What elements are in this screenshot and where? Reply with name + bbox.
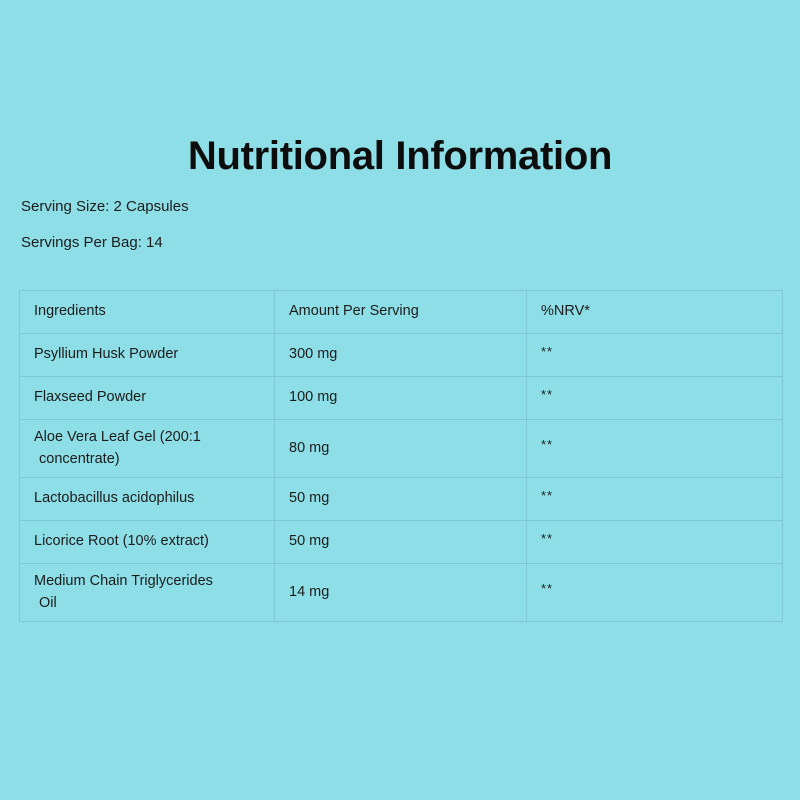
table-row: Flaxseed Powder 100 mg ** <box>19 376 783 420</box>
amount-value: 50 mg <box>289 490 330 507</box>
cell-amount: 100 mg <box>274 376 527 420</box>
nrv-value: ** <box>541 581 554 597</box>
nutrition-table: Ingredients Amount Per Serving %NRV* Psy… <box>19 290 783 622</box>
amount-value: 14 mg <box>289 583 330 600</box>
table-row: Lactobacillus acidophilus 50 mg ** <box>19 477 783 521</box>
cell-ingredient: Flaxseed Powder <box>19 376 275 420</box>
amount-value: 300 mg <box>289 346 338 363</box>
table-body: Psyllium Husk Powder 300 mg ** Flaxseed … <box>19 333 783 622</box>
nrv-value: ** <box>541 343 554 359</box>
nrv-value: ** <box>541 386 554 402</box>
ingredient-name: Lactobacillus acidophilus <box>34 490 195 507</box>
cell-ingredient: Psyllium Husk Powder <box>19 333 275 377</box>
cell-ingredient: Aloe Vera Leaf Gel (200:1 concentrate) <box>19 419 275 478</box>
page-title: Nutritional Information <box>187 134 613 178</box>
cell-nrv: ** <box>526 376 783 420</box>
table-row: Aloe Vera Leaf Gel (200:1 concentrate) 8… <box>19 419 783 478</box>
column-header-ingredients-label: Ingredients <box>34 303 106 320</box>
cell-nrv: ** <box>526 563 783 622</box>
cell-amount: 80 mg <box>274 419 527 478</box>
cell-amount: 50 mg <box>274 520 527 564</box>
amount-value: 80 mg <box>289 439 330 456</box>
ingredient-name: Aloe Vera Leaf Gel (200:1 <box>34 429 201 446</box>
ingredient-name: Licorice Root (10% extract) <box>34 533 209 550</box>
cell-amount: 14 mg <box>274 563 527 622</box>
ingredient-name: Psyllium Husk Powder <box>34 346 179 363</box>
column-header-amount: Amount Per Serving <box>274 290 527 334</box>
table-row: Psyllium Husk Powder 300 mg ** <box>19 333 783 377</box>
column-header-amount-label: Amount Per Serving <box>289 303 419 320</box>
cell-nrv: ** <box>526 520 783 564</box>
cell-nrv: ** <box>526 333 783 377</box>
cell-nrv: ** <box>526 419 783 478</box>
table-header-row: Ingredients Amount Per Serving %NRV* <box>19 290 783 334</box>
table-row: Licorice Root (10% extract) 50 mg ** <box>19 520 783 564</box>
ingredient-name: Medium Chain Triglycerides <box>34 573 213 590</box>
cell-ingredient: Lactobacillus acidophilus <box>19 477 275 521</box>
column-header-nrv-label: %NRV* <box>541 303 590 320</box>
amount-value: 50 mg <box>289 533 330 550</box>
nrv-value: ** <box>541 530 554 546</box>
ingredient-name-line2: Oil <box>39 594 57 611</box>
nrv-value: ** <box>541 437 554 453</box>
servings-per-bag-line: Servings Per Bag: 14 <box>21 233 163 251</box>
cell-nrv: ** <box>526 477 783 521</box>
cell-ingredient: Medium Chain Triglycerides Oil <box>19 563 275 622</box>
column-header-nrv: %NRV* <box>526 290 783 334</box>
amount-value: 100 mg <box>289 389 338 406</box>
ingredient-name-line2: concentrate) <box>39 450 120 467</box>
column-header-ingredients: Ingredients <box>19 290 275 334</box>
cell-ingredient: Licorice Root (10% extract) <box>19 520 275 564</box>
serving-size-line: Serving Size: 2 Capsules <box>21 198 189 215</box>
serving-info: Serving Size: 2 Capsules Servings Per Ba… <box>21 198 621 270</box>
ingredient-name: Flaxseed Powder <box>34 389 147 406</box>
cell-amount: 50 mg <box>274 477 527 521</box>
cell-amount: 300 mg <box>274 333 527 377</box>
table-row: Medium Chain Triglycerides Oil 14 mg ** <box>19 563 783 622</box>
nrv-value: ** <box>541 487 554 503</box>
